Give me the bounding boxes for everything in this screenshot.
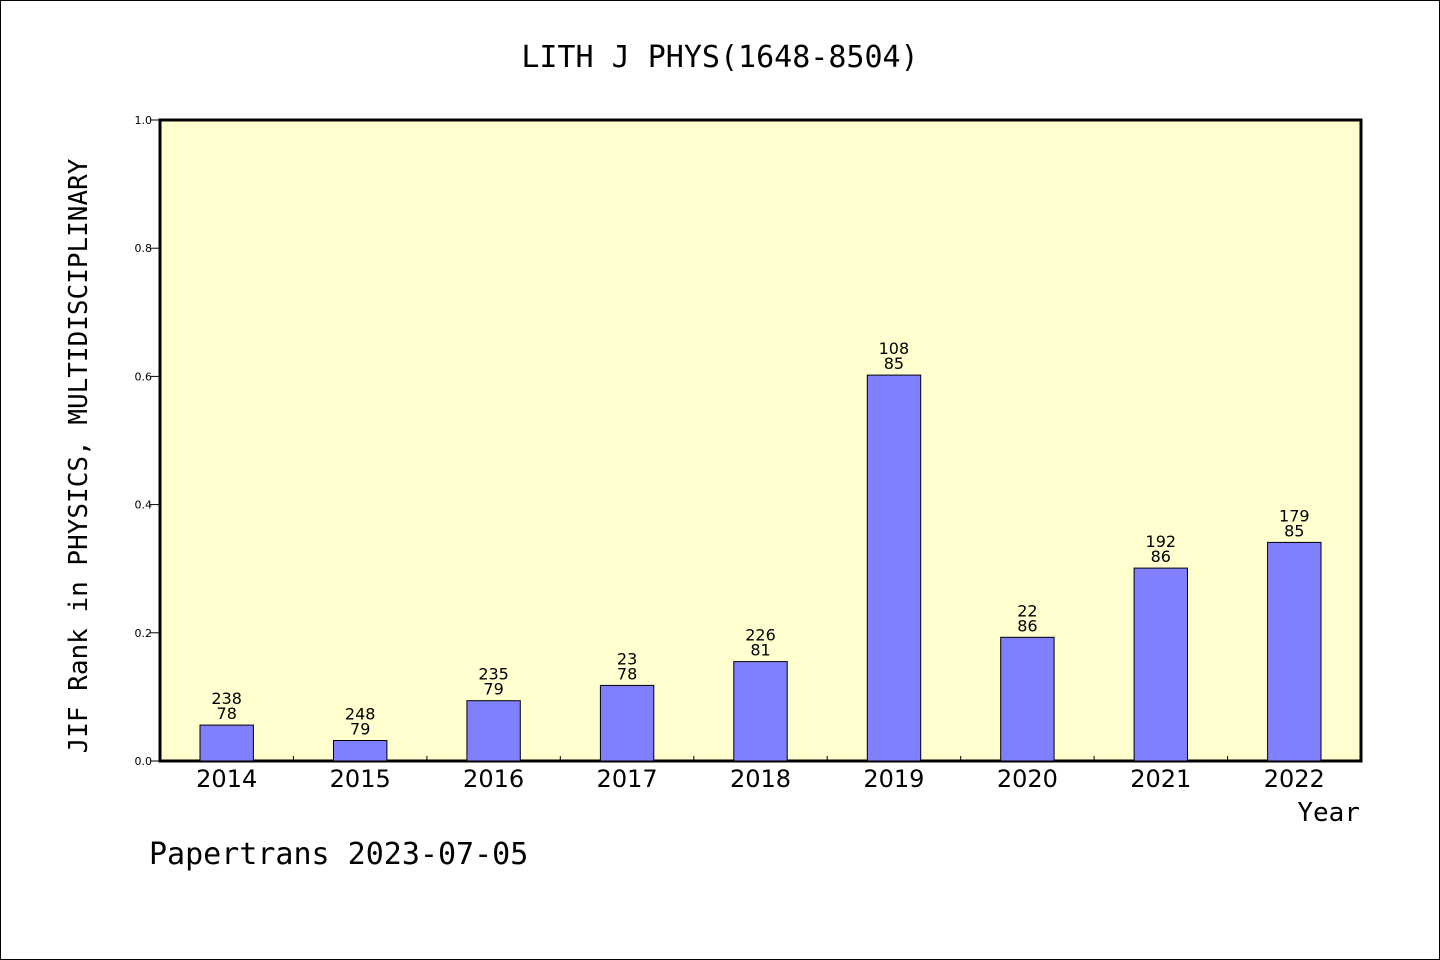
bar-label-rank-2018: 226 [745, 626, 776, 645]
x-tick-label-2020: 2020 [997, 765, 1058, 793]
x-tick-label-2018: 2018 [730, 765, 791, 793]
bar-label-rank-2020: 22 [1017, 601, 1037, 620]
x-tick-label-2019: 2019 [863, 765, 924, 793]
x-tick-label-2021: 2021 [1130, 765, 1191, 793]
bar-label-total-2022: 85 [1284, 521, 1304, 540]
bar-label-total-2017: 78 [617, 664, 637, 683]
bar-label-rank-2015: 248 [345, 705, 376, 724]
x-tick-label-2014: 2014 [196, 765, 257, 793]
x-tick-label-2017: 2017 [597, 765, 658, 793]
bar-label-rank-2017: 23 [617, 649, 637, 668]
y-tick-label-0.0: 0.0 [135, 755, 153, 768]
bar-label-total-2021: 86 [1151, 547, 1171, 566]
bar-2017 [599, 684, 655, 762]
footer-credit: Papertrans 2023-07-05 [149, 837, 528, 872]
chart-title: LITH J PHYS(1648-8504) [521, 40, 918, 75]
bar-label-rank-2022: 179 [1279, 506, 1310, 525]
bar-2018 [733, 661, 788, 762]
x-tick-label-2015: 2015 [330, 765, 391, 793]
y-tick-label-0.6: 0.6 [135, 370, 153, 383]
bar-label-rank-2019: 108 [879, 339, 910, 358]
bar-label-total-2020: 86 [1017, 616, 1037, 635]
bar-label-total-2014: 78 [217, 704, 237, 723]
bar-label-rank-2021: 192 [1146, 532, 1177, 551]
bar-2015 [333, 740, 388, 762]
bar-label-rank-2016: 235 [478, 665, 509, 684]
y-tick-label-1.0: 1.0 [135, 114, 153, 127]
bar-label-total-2016: 79 [483, 680, 503, 699]
bar-2016 [466, 700, 521, 762]
y-axis-ticks: 0.0 0.2 0.4 0.6 0.8 1.0 [135, 114, 160, 768]
bar-2014 [199, 724, 254, 762]
bar-label-total-2015: 79 [350, 720, 370, 739]
x-tick-label-2016: 2016 [463, 765, 524, 793]
bar-2020 [1000, 636, 1055, 762]
bar-2022 [1267, 541, 1322, 762]
bar-label-total-2019: 85 [884, 354, 904, 373]
bar-2019 [866, 374, 922, 762]
x-axis-ticks: 2014 2015 2016 2017 2018 2019 2020 2021 2022 [196, 756, 1325, 793]
x-tick-label-2022: 2022 [1264, 765, 1325, 793]
bar-2021 [1133, 567, 1188, 762]
bar-label-rank-2014: 238 [211, 689, 242, 708]
y-tick-label-0.8: 0.8 [135, 242, 153, 255]
x-axis-label: Year [1297, 798, 1360, 828]
y-tick-label-0.2: 0.2 [135, 627, 153, 640]
bar-label-total-2018: 81 [750, 641, 770, 660]
y-axis-label: JIF Rank in PHYSICS, MULTIDISCIPLINARY [64, 158, 94, 753]
y-tick-label-0.4: 0.4 [135, 499, 153, 512]
